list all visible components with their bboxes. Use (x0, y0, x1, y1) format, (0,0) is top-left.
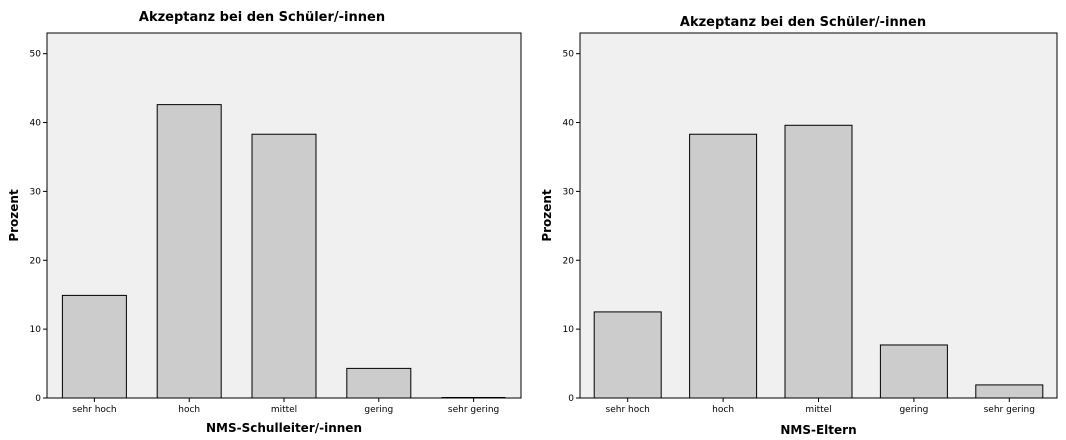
bar (61, 294, 127, 399)
x-tick-label: gering (899, 405, 928, 415)
y-tick-label: 10 (30, 325, 42, 335)
x-tick-label: sehr hoch (72, 405, 116, 415)
x-tick-label: sehr gering (448, 405, 499, 415)
y-tick-label: 20 (30, 256, 42, 266)
x-tick-label: sehr gering (984, 405, 1035, 415)
chart-eltern: Akzeptanz bei den Schüler/-innen 0 10 20 30 4… (540, 15, 1058, 437)
x-axis-label: NMS-Eltern (780, 423, 856, 437)
y-tick-label: 30 (563, 187, 575, 197)
y-tick-label: 40 (563, 119, 575, 129)
bar (251, 133, 317, 399)
x-axis-label: NMS-Schulleiter/-innen (206, 421, 362, 435)
bar (784, 124, 853, 399)
bar (689, 133, 758, 399)
bar (879, 344, 948, 399)
chart-title: Akzeptanz bei den Schüler/-innen (680, 15, 926, 30)
x-tick-label: hoch (712, 405, 734, 415)
y-tick-label: 50 (563, 50, 575, 60)
y-tick-label: 50 (30, 50, 42, 60)
y-axis-label: Prozent (7, 189, 21, 242)
x-tick-label: gering (364, 405, 393, 415)
chart-title: Akzeptanz bei den Schüler/-innen (139, 10, 385, 25)
y-tick-label: 0 (568, 394, 574, 404)
y-tick-label: 10 (563, 325, 575, 335)
y-tick-label: 20 (563, 256, 575, 266)
x-tick-label: sehr hoch (606, 405, 650, 415)
chart-schulleiter: Akzeptanz bei den Schüler/-innen 0 10 20 30 4… (7, 10, 522, 435)
bar (346, 367, 412, 399)
x-tick-label: hoch (178, 405, 200, 415)
y-tick-label: 0 (35, 394, 41, 404)
bar (156, 104, 222, 399)
x-tick-label: mittel (271, 405, 297, 415)
bar (975, 384, 1044, 399)
y-tick-label: 40 (30, 119, 42, 129)
bar (593, 311, 662, 399)
y-axis-label: Prozent (540, 189, 554, 242)
y-tick-label: 30 (30, 187, 42, 197)
x-tick-label: mittel (805, 405, 831, 415)
